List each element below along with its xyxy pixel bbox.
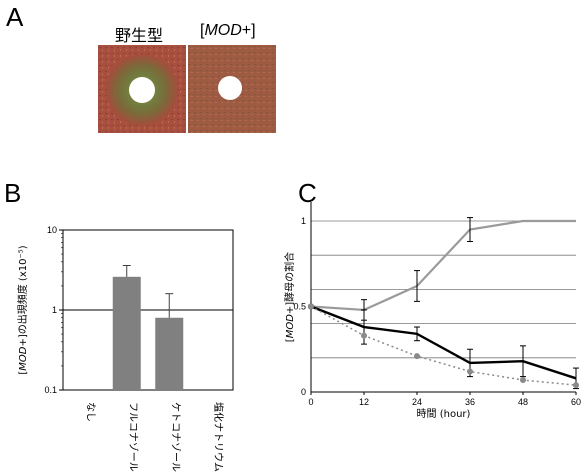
mod-label-italic: MOD bbox=[204, 22, 242, 39]
bar-chart-frequency: 0.1 1 10 なし フルコナゾール ケトコナゾール 塩化ナトリウム [MOD+]の出現頻度… bbox=[16, 225, 234, 472]
x-category-label-b: なし bbox=[84, 402, 96, 422]
x-tick-label-c: 0 bbox=[308, 397, 313, 407]
x-category-label-b: フルコナゾール bbox=[127, 402, 139, 472]
series-line-solid-gray bbox=[310, 219, 576, 312]
x-tick-label-c: 36 bbox=[465, 397, 475, 407]
y-tick-label-b: 10 bbox=[47, 225, 57, 235]
bar bbox=[112, 276, 141, 390]
data-point-dotted-gray bbox=[467, 368, 473, 375]
y-label-suffix-c: +]酵母の割合 bbox=[283, 252, 296, 314]
y-label-prefix-c: [ bbox=[285, 338, 296, 342]
x-tick-label-c: 60 bbox=[571, 397, 581, 407]
wild-type-label: 野生型 bbox=[115, 28, 164, 45]
x-tick-label-c: 12 bbox=[359, 397, 369, 407]
y-label-italic-b: MOD bbox=[18, 346, 29, 370]
y-label-italic-c: MOD bbox=[285, 314, 296, 338]
wild-type-plate-image bbox=[98, 45, 186, 133]
panel-b-letter: B bbox=[4, 178, 22, 208]
y-label-prefix-b: [ bbox=[18, 371, 29, 375]
series-line-solid-black bbox=[310, 305, 577, 380]
data-point-dotted-gray bbox=[573, 382, 579, 389]
mod-plus-plate-image bbox=[188, 45, 276, 133]
x-tick-label-c: 48 bbox=[518, 397, 528, 407]
x-axis-label-c: 時間 (hour) bbox=[417, 408, 471, 420]
panel-a-letter: A bbox=[6, 2, 24, 32]
mod-label-suffix: +] bbox=[241, 22, 256, 39]
bar bbox=[155, 317, 184, 390]
x-tick-label-c: 24 bbox=[412, 397, 422, 407]
data-point-dotted-gray bbox=[308, 303, 314, 310]
panel-c-letter: C bbox=[298, 178, 317, 208]
data-point-dotted-gray bbox=[520, 377, 526, 384]
y-tick-label-b: 1 bbox=[52, 305, 57, 315]
y-label-suffix-b: +]の出現頻度 (x10⁻⁵) bbox=[16, 245, 29, 346]
x-category-label-b: 塩化ナトリウム bbox=[212, 402, 225, 472]
data-point-dotted-gray bbox=[414, 353, 420, 360]
y-tick-label-b: 0.1 bbox=[44, 385, 57, 395]
y-axis-label-c: [MOD+]酵母の割合 bbox=[283, 252, 296, 342]
y-axis-label-b: [MOD+]の出現頻度 (x10⁻⁵) bbox=[16, 245, 29, 374]
y-tick-label-c: 0.5 bbox=[293, 302, 306, 312]
y-tick-label-c: 0 bbox=[301, 387, 306, 397]
mod-plus-label: [MOD+] bbox=[200, 22, 256, 40]
data-point-dotted-gray bbox=[361, 332, 367, 339]
y-tick-label-c: 1 bbox=[301, 216, 306, 226]
x-category-label-b: ケトコナゾール bbox=[169, 402, 181, 472]
mod-label-prefix: [ bbox=[200, 22, 205, 39]
series-line-dotted-gray bbox=[310, 305, 577, 386]
